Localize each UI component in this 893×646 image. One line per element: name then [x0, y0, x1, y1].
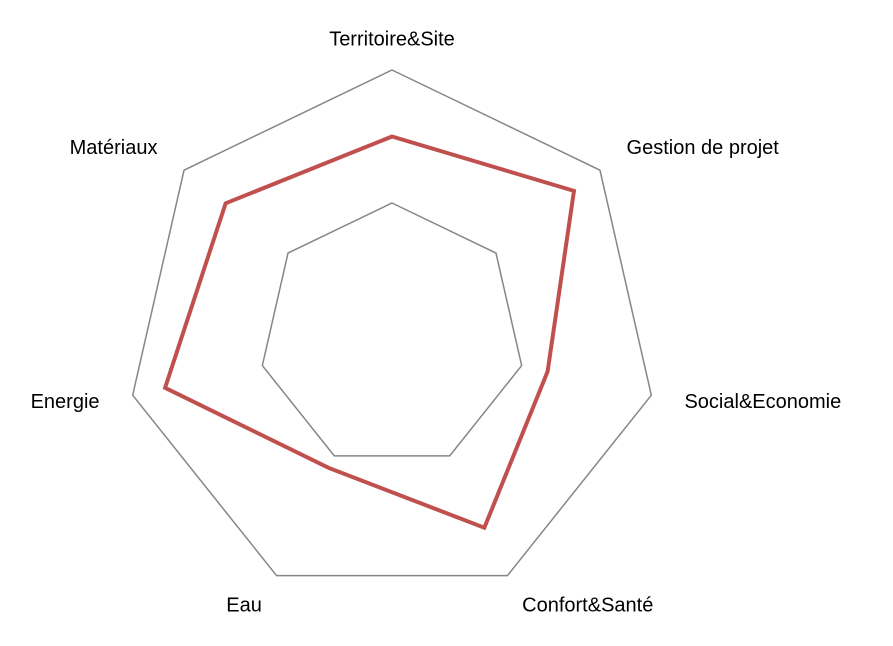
series-line	[162, 134, 577, 531]
axis-label: Social&Economie	[684, 391, 841, 413]
axis-label: Eau	[226, 595, 262, 617]
axis-label: Confort&Santé	[522, 595, 653, 617]
axis-label: Gestion de projet	[627, 137, 780, 159]
grid-ring	[131, 69, 653, 577]
axis-label: Matériaux	[70, 137, 158, 159]
axis-label: Energie	[31, 391, 100, 413]
axis-label: Territoire&Site	[329, 28, 455, 50]
grid-ring	[261, 202, 523, 457]
